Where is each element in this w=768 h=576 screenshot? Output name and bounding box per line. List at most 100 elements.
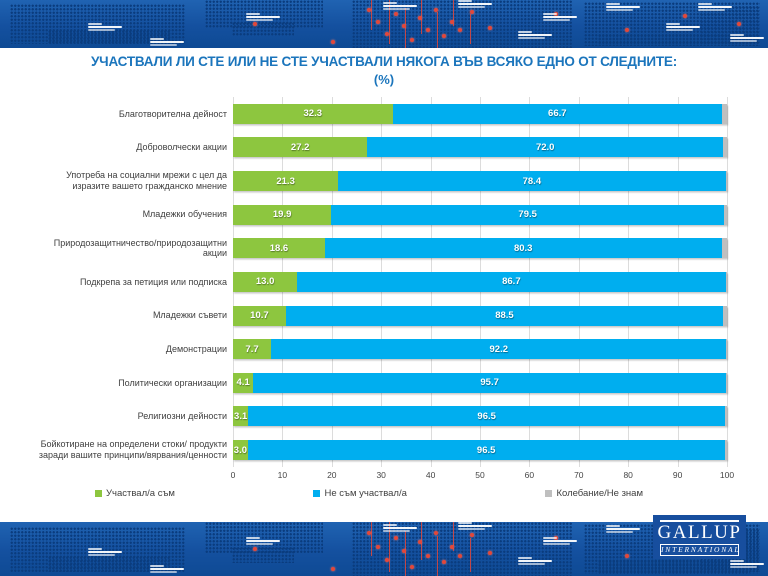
map-partner-label xyxy=(518,31,552,40)
bar-row: Доброволчески акции 27.2 72.0 xyxy=(30,131,727,165)
map-leader-line xyxy=(437,535,438,576)
axis-tick-label: 20 xyxy=(327,470,337,480)
bar-segment: 96.5 xyxy=(247,440,725,461)
bar-segment xyxy=(721,238,727,259)
map-location-dot-icon xyxy=(385,32,389,36)
axis-tick-label: 30 xyxy=(376,470,386,480)
map-partner-label xyxy=(88,547,122,557)
value-label: 13.0 xyxy=(255,276,275,288)
bar-track: 27.2 72.0 xyxy=(233,137,727,158)
map-partner-label xyxy=(246,13,280,22)
bar-segment: 18.6 xyxy=(233,238,325,259)
map-location-dot-icon xyxy=(331,40,335,44)
value-label: 95.7 xyxy=(480,377,499,389)
x-axis: 0 10 20 30 40 50 60 70 80 90 100 xyxy=(231,470,734,483)
map-leader-line xyxy=(437,12,438,48)
map-location-dot-icon xyxy=(488,551,492,556)
map-leader-line xyxy=(453,0,454,26)
map-location-dot-icon xyxy=(625,553,629,558)
map-location-dot-icon xyxy=(410,564,414,569)
legend-label: Не съм участвал/а xyxy=(324,488,407,499)
map-leader-line xyxy=(371,522,372,556)
map-location-dot-icon xyxy=(458,28,462,32)
logo-rule xyxy=(660,520,739,522)
map-partner-label xyxy=(698,3,732,12)
legend-swatch-icon xyxy=(95,490,102,497)
bar-segment xyxy=(725,406,727,427)
value-label: 18.6 xyxy=(269,242,289,254)
category-label: Младежки обучения xyxy=(142,209,227,220)
bar-segment: 88.5 xyxy=(285,305,724,326)
bar-row: Бойкотиране на определени стоки/ продукт… xyxy=(30,433,727,467)
map-location-dot-icon xyxy=(426,553,430,558)
bar-row: Природозащитничество/природозащитни акци… xyxy=(30,232,727,266)
map-location-dot-icon xyxy=(458,553,462,558)
value-label: 92.2 xyxy=(489,343,509,355)
map-location-dot-icon xyxy=(385,558,389,562)
bar-segment xyxy=(724,204,727,225)
bar-segment: 95.7 xyxy=(253,372,726,393)
map-location-dot-icon xyxy=(737,22,741,26)
bar-segment: 80.3 xyxy=(324,238,722,259)
map-location-dot-icon xyxy=(367,531,371,535)
bar-track: 7.7 92.2 xyxy=(233,339,727,360)
map-location-dot-icon xyxy=(488,26,492,30)
value-label: 80.3 xyxy=(513,242,533,254)
bar-segment: 19.9 xyxy=(233,204,332,225)
bar-row: Младежки съвети 10.7 88.5 xyxy=(30,299,727,333)
bar-segment xyxy=(726,372,727,393)
value-label: 3.0 xyxy=(233,444,248,456)
map-location-dot-icon xyxy=(394,535,398,540)
bar-segment xyxy=(723,137,727,158)
bar-segment: 78.4 xyxy=(338,171,726,192)
slide-title: УЧАСТВАЛИ ЛИ СТЕ ИЛИ НЕ СТЕ УЧАСТВАЛИ НЯ… xyxy=(8,54,760,87)
category-label: Религиозни дейности xyxy=(137,411,227,422)
bar-track: 3.1 96.5 xyxy=(233,406,727,427)
bar-segment: 86.7 xyxy=(297,271,726,292)
axis-tick-label: 10 xyxy=(277,470,288,480)
bar-segment: 32.3 xyxy=(233,103,393,124)
map-partner-label xyxy=(543,536,577,546)
legend-swatch-icon xyxy=(545,490,553,497)
map-partner-label xyxy=(246,536,280,546)
value-label: 96.5 xyxy=(477,410,496,422)
bar-segment: 3.1 xyxy=(233,406,249,427)
legend-label: Колебание/Не знам xyxy=(556,488,643,499)
map-partner-label xyxy=(383,2,417,11)
map-partner-label xyxy=(543,13,577,22)
map-partner-label xyxy=(518,556,552,566)
map-location-dot-icon xyxy=(331,567,335,571)
logo-sub: INTERNATIONAL xyxy=(661,544,741,554)
map-location-dot-icon xyxy=(434,8,438,12)
category-label: Доброволчески акции xyxy=(136,142,227,153)
map-dot-region xyxy=(48,555,170,572)
map-leader-line xyxy=(405,8,406,48)
stacked-bar-chart: Благотворителна дейност 32.3 66.7 Доброволч… xyxy=(30,97,734,499)
axis-tick-label: 80 xyxy=(623,470,633,480)
legend-item: Не съм участвал/а xyxy=(313,488,407,499)
map-location-dot-icon xyxy=(434,531,438,535)
category-label: Благотворителна дейност xyxy=(118,108,227,119)
map-partner-label xyxy=(150,38,184,47)
value-label: 10.7 xyxy=(250,310,269,322)
legend: Участвал/а съм Не съм участвал/а Колебание… xyxy=(95,488,643,499)
map-partner-label xyxy=(666,23,700,32)
bar-segment: 72.0 xyxy=(367,137,724,158)
bar-track: 4.1 95.7 xyxy=(233,372,727,393)
map-location-dot-icon xyxy=(402,24,406,28)
bar-track: 10.7 88.5 xyxy=(233,305,727,326)
map-location-dot-icon xyxy=(402,549,406,553)
bar-track: 13.0 86.7 xyxy=(233,271,727,292)
map-location-dot-icon xyxy=(253,22,257,26)
map-leader-line xyxy=(371,0,372,30)
value-label: 27.2 xyxy=(290,141,310,153)
value-label: 86.7 xyxy=(502,276,521,288)
plot-area: Благотворителна дейност 32.3 66.7 Доброволч… xyxy=(30,97,728,467)
bar-row: Политически организации 4.1 95.7 xyxy=(30,366,727,400)
map-partner-label xyxy=(383,524,417,533)
map-partner-label xyxy=(88,23,122,32)
bar-row: Благотворителна дейност 32.3 66.7 xyxy=(30,97,727,131)
bar-segment xyxy=(725,171,727,192)
value-label: 66.7 xyxy=(548,108,567,120)
legend-item: Колебание/Не знам xyxy=(545,488,643,499)
